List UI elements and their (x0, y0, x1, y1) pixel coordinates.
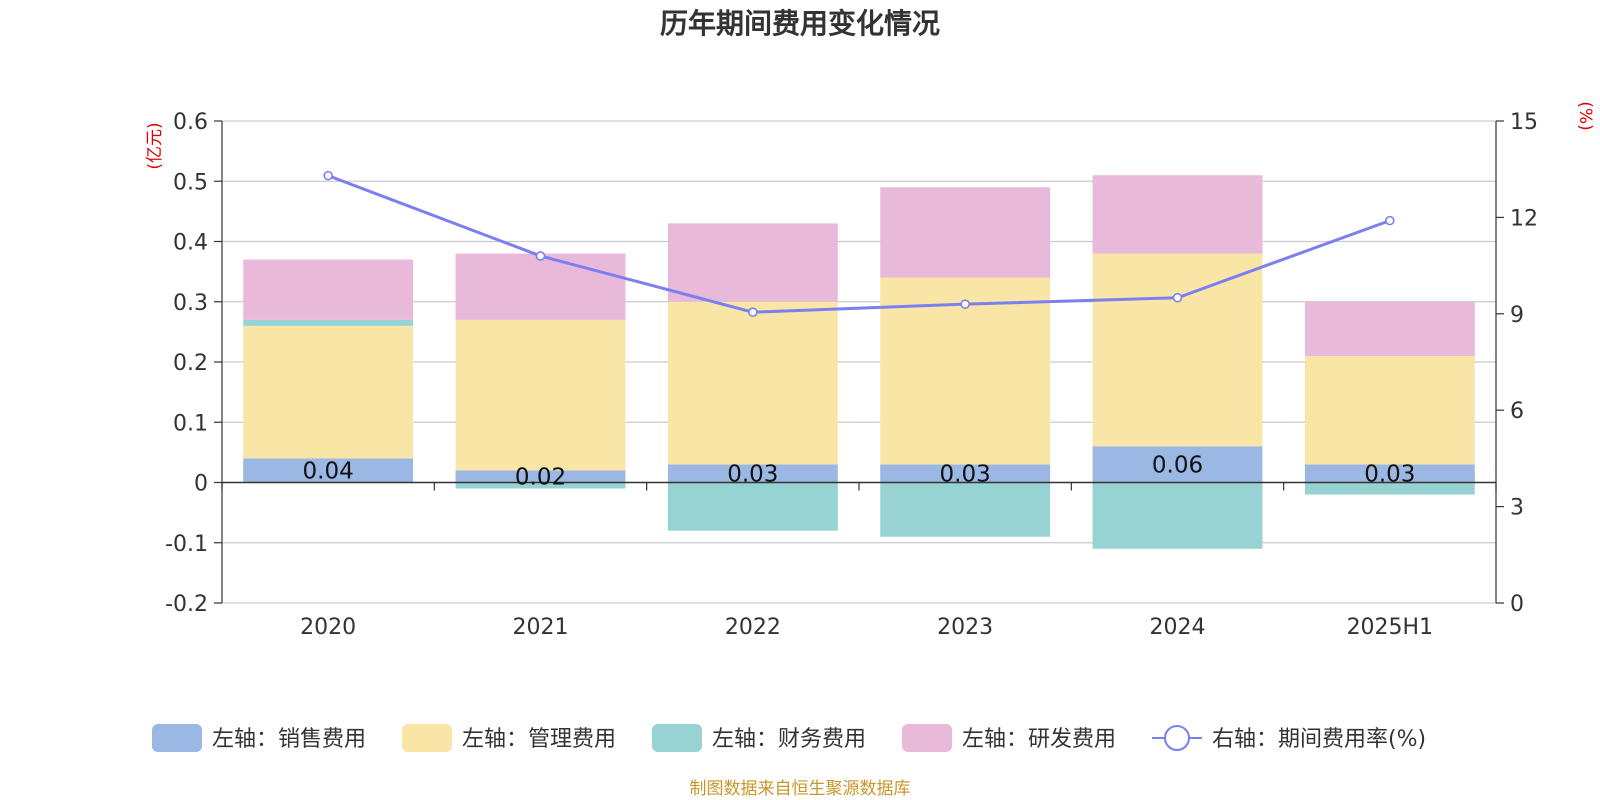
legend-swatch-finance (652, 724, 702, 752)
x-axis-tick-label: 2025H1 (1347, 615, 1434, 640)
bar-rnd-2022 (667, 223, 838, 302)
right-axis-tick-label: 0 (1510, 592, 1524, 617)
data-label-sales: 0.02 (515, 464, 566, 490)
legend-swatch-rnd (902, 724, 952, 752)
right-axis-tick-label: 12 (1510, 206, 1538, 231)
legend-label-finance: 左轴：财务费用 (712, 727, 866, 752)
source-note: 制图数据来自恒生聚源数据库 (690, 779, 911, 799)
right-axis-tick-label: 3 (1510, 496, 1524, 521)
point-rate-2025H1 (1385, 215, 1395, 226)
bar-admin-2020 (243, 325, 414, 459)
point-rate-2020 (323, 170, 333, 181)
left-axis-tick-label: 0.1 (173, 411, 208, 436)
legend-swatch-admin (402, 724, 452, 752)
bar-rnd-2020 (243, 259, 414, 320)
bar-finance-2023 (880, 482, 1051, 537)
bar-sales-2023 (880, 464, 1051, 483)
bar-rnd-2021 (455, 253, 626, 320)
bar-finance-2020 (243, 319, 414, 326)
data-label-sales: 0.03 (1364, 461, 1415, 487)
axes: 0.6 0.5 0.4 0.3 0.2 0.1 0 -0.1 -0.2 15 12 9 6 3 0 2020 2… (165, 110, 1538, 640)
data-label-sales: 0.06 (1152, 452, 1203, 478)
x-axis-tick-label: 2021 (513, 615, 569, 640)
left-axis-tick-label: 0.6 (173, 110, 208, 135)
data-label-sales: 0.04 (303, 458, 354, 484)
legend-swatch-sales (152, 724, 202, 752)
bar-sales-2025H1 (1304, 464, 1475, 483)
point-rate-2024 (1172, 292, 1183, 303)
left-axis-tick-label: 0 (194, 472, 208, 497)
right-axis-tick-label: 9 (1510, 303, 1524, 328)
bar-sales-2024 (1092, 446, 1263, 483)
data-label-sales: 0.03 (727, 461, 778, 487)
point-rate-2022 (748, 307, 758, 317)
bar-rnd-2024 (1092, 175, 1263, 254)
bar-admin-2021 (455, 319, 626, 471)
data-label-sales: 0.03 (940, 461, 991, 487)
bar-series (243, 175, 1475, 549)
bar-sales-2020 (243, 458, 414, 483)
bar-rnd-2025H1 (1304, 301, 1475, 356)
x-axis-tick-label: 2020 (300, 615, 356, 640)
x-axis-tick-label: 2022 (725, 615, 781, 640)
bar-finance-2022 (667, 482, 838, 531)
legend: 左轴：销售费用 左轴：管理费用 左轴：财务费用 左轴：研发费用 右轴：期间费用率(%) (152, 724, 1426, 752)
legend-swatch-marker-rate (1164, 725, 1190, 751)
data-labels: 0.04 0.02 0.03 0.03 0.06 0.03 (303, 452, 1416, 490)
left-axis-tick-label: 0.5 (173, 170, 208, 195)
point-rate-2023 (960, 299, 970, 309)
left-axis-tick-label: 0.3 (173, 291, 208, 316)
bar-admin-2022 (667, 301, 838, 465)
bar-admin-2025H1 (1304, 355, 1475, 465)
left-axis-tick-label: 0.4 (173, 231, 208, 256)
line-rate (327, 174, 1391, 314)
bar-finance-2025H1 (1304, 482, 1475, 495)
bar-rnd-2023 (880, 187, 1051, 278)
point-rate-2021 (535, 251, 546, 261)
grid-lines (222, 120, 1496, 604)
x-axis-tick-label: 2024 (1150, 615, 1206, 640)
bar-admin-2024 (1092, 253, 1263, 447)
right-axis-unit-label: (%) (1575, 101, 1595, 130)
legend-label-rnd: 左轴：研发费用 (962, 727, 1116, 752)
left-axis-tick-label: 0.2 (173, 351, 208, 376)
left-axis-unit-label: (亿元) (145, 122, 165, 169)
right-axis-tick-label: 15 (1510, 110, 1538, 135)
right-axis-tick-label: 6 (1510, 399, 1524, 424)
line-series (323, 170, 1395, 317)
bar-finance-2024 (1092, 482, 1263, 549)
left-axis-tick-label: -0.1 (165, 532, 208, 557)
bar-sales-2022 (667, 464, 838, 483)
legend-label-sales: 左轴：销售费用 (212, 727, 366, 752)
bar-sales-2021 (455, 470, 626, 483)
legend-label-rate: 右轴：期间费用率(%) (1212, 727, 1426, 752)
bar-finance-2021 (455, 482, 626, 489)
chart-title: 历年期间费用变化情况 (660, 7, 940, 40)
legend-label-admin: 左轴：管理费用 (462, 727, 616, 752)
x-axis-tick-label: 2023 (937, 615, 993, 640)
left-axis-tick-label: -0.2 (165, 592, 208, 617)
